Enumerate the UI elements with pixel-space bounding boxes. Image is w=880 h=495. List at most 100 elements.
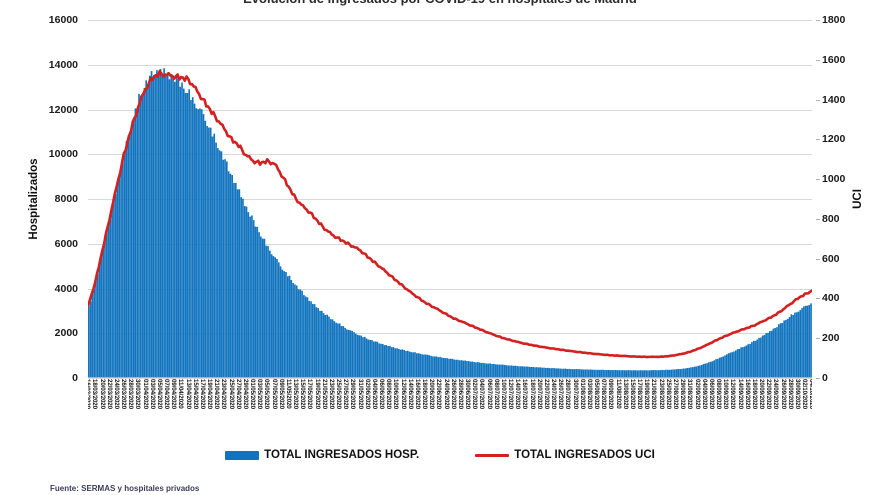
x-axis-tick-label: 22/07/2020 [542, 379, 550, 409]
gridline [88, 243, 812, 245]
chart-title: Evolución de ingresados por COVID-19 en … [0, 0, 880, 6]
x-axis-tick-label: 31/05/2020 [356, 379, 364, 409]
x-axis-tick-label: 24/06/2020 [442, 379, 450, 409]
x-axis-tick-label: 01/08/2020 [578, 379, 586, 409]
gridline [88, 199, 812, 200]
x-axis-tick-label: 04/09/2020 [700, 379, 708, 409]
y-axis-right-tickmark [816, 20, 820, 21]
x-axis-tick-label: 18/07/2020 [528, 379, 536, 409]
x-axis-tick-label: 24/03/2020 [112, 379, 120, 409]
y-axis-right-tick-label: 800 [822, 212, 840, 225]
legend-label: TOTAL INGRESADOS HOSP. [264, 449, 420, 461]
x-axis-tick-label: 16/09/2020 [743, 379, 751, 409]
gridline [88, 20, 812, 21]
y-axis-right-ticks: 0 200 400 600 800 1000 1200 1400 1600 1800 [816, 0, 862, 398]
x-axis-tick-label: 30/03/2020 [134, 379, 142, 409]
hospitalizados-bars [88, 68, 812, 378]
x-axis-tick-label: 28/06/2020 [456, 379, 464, 409]
gridline [88, 333, 812, 335]
x-axis-tick-label: 30/07/2020 [571, 379, 579, 409]
x-axis-tick-label: 03/08/2020 [585, 379, 593, 409]
y-axis-left-tick-label: 10000 [48, 148, 78, 161]
x-axis-tick-label: 02/06/2020 [363, 379, 371, 409]
y-axis-right-title: UCI [852, 189, 864, 209]
x-axis-tick-label: 04/07/2020 [478, 379, 486, 409]
y-axis-right-tickmark [816, 338, 820, 340]
x-axis-tick-label: 20/09/2020 [758, 379, 766, 409]
y-axis-left-tick-label: 12000 [48, 103, 78, 116]
x-axis-tick-label: 27/08/2020 [672, 379, 679, 409]
x-axis-tick-label: 01/04/2020 [141, 379, 149, 409]
x-axis-tick-label: 14/09/2020 [736, 379, 744, 409]
legend-item[interactable]: TOTAL INGRESADOS HOSP. [225, 449, 419, 461]
legend-item[interactable]: TOTAL INGRESADOS UCI [475, 449, 655, 461]
gridline [88, 154, 812, 156]
y-axis-left-tick-label: 2000 [54, 327, 78, 340]
y-axis-right-tick-label: 400 [822, 292, 840, 305]
x-axis-tick-label: 14/06/2020 [406, 379, 414, 409]
uci-line [88, 69, 812, 359]
x-axis-tick-label: 08/09/2020 [715, 379, 722, 409]
x-axis-tick-label: 10/06/2020 [392, 379, 400, 409]
x-axis-tick-label: 09/05/2020 [277, 379, 285, 409]
y-axis-right-tick-label: 1000 [822, 173, 846, 186]
y-axis-right-tick-label: 1600 [822, 53, 846, 66]
x-axis-tick-label: 17/04/2020 [198, 379, 206, 409]
x-axis-tick-label: 08/07/2020 [492, 379, 500, 409]
y-axis-right-tick-label: 1400 [822, 93, 846, 106]
series-layer [88, 68, 812, 378]
x-axis-tick-label: 02/10/2020 [801, 379, 809, 409]
y-axis-left-ticks: 0 2000 4000 6000 8000 10000 12000 14000 16000 [0, 0, 84, 398]
x-axis-tick-label: 29/05/2020 [349, 379, 357, 409]
x-axis-tick-label: 26/06/2020 [449, 379, 457, 409]
y-axis-left-tick-label: 4000 [54, 282, 78, 295]
gridline [88, 64, 812, 66]
x-axis-tick-label: 11/04/2020 [177, 379, 185, 409]
x-axis-tick-label: 19/05/2020 [313, 379, 321, 409]
y-axis-right-tickmark [816, 218, 820, 220]
y-axis-right-tick-label: 1200 [822, 133, 846, 146]
y-axis-left-tick-label: 14000 [48, 58, 78, 71]
x-axis-tick-label: 24/09/2020 [772, 379, 780, 409]
x-axis-tick-label: 21/08/2020 [650, 379, 658, 409]
x-axis-tick-label: 16/07/2020 [521, 379, 529, 409]
y-axis-right-tickmark [816, 378, 820, 379]
y-axis-right-tick-label: 0 [822, 372, 828, 384]
legend-label: TOTAL INGRESADOS UCI [514, 449, 655, 461]
x-axis-tick-label: 23/05/2020 [327, 379, 335, 409]
x-axis-tick-label: 16/06/2020 [413, 379, 421, 409]
x-axis-tick-label: 04/10/2020 [808, 379, 812, 409]
x-axis-tick-label: 20/07/2020 [535, 379, 543, 409]
y-axis-right-tickmark [816, 99, 820, 101]
x-axis-tick-label: 18/03/2020 [91, 379, 99, 409]
x-axis-labels: 16/03/2020 18/03/2020 20/03/2020 22/03/2020… [88, 379, 812, 437]
gridline [88, 378, 812, 379]
x-axis-tick-label: 05/04/2020 [155, 379, 163, 409]
x-axis-tick-label: 11/08/2020 [614, 379, 622, 409]
y-axis-right-tickmark [816, 298, 820, 300]
x-axis-tick-label: 07/05/2020 [270, 379, 278, 409]
x-axis-tick-label: 04/06/2020 [370, 379, 378, 409]
y-axis-left-tick-label: 6000 [54, 237, 78, 250]
x-axis-tick-label: 25/08/2020 [664, 379, 672, 409]
x-axis-tick-label: 26/09/2020 [779, 379, 787, 409]
x-axis-tick-label: 06/07/2020 [485, 379, 493, 409]
x-axis-tick-label: 13/08/2020 [621, 379, 629, 409]
y-axis-right-tick-label: 200 [822, 332, 840, 345]
gridline [88, 288, 812, 290]
gridline [88, 109, 812, 111]
x-axis-tick-label: 22/06/2020 [435, 379, 443, 409]
y-axis-left-tick-label: 16000 [48, 14, 78, 26]
y-axis-left-title: Hospitalizados [28, 158, 40, 240]
x-axis-tick-label: 06/09/2020 [707, 379, 715, 409]
y-axis-right-tickmark [816, 258, 820, 260]
x-axis-tick-label: 09/08/2020 [607, 379, 615, 409]
x-axis-tick-label: 01/05/2020 [249, 379, 257, 409]
x-axis-tick-label: 07/04/2020 [163, 379, 171, 409]
x-axis-tick-label: 15/04/2020 [191, 379, 199, 409]
x-axis-tick-label: 11/05/2020 [284, 379, 292, 409]
x-axis-tick-label: 23/08/2020 [657, 379, 665, 409]
x-axis-tick-label: 22/03/2020 [105, 379, 113, 409]
y-axis-left-tick-label: 8000 [54, 193, 78, 205]
y-axis-right-tickmark [816, 179, 820, 181]
